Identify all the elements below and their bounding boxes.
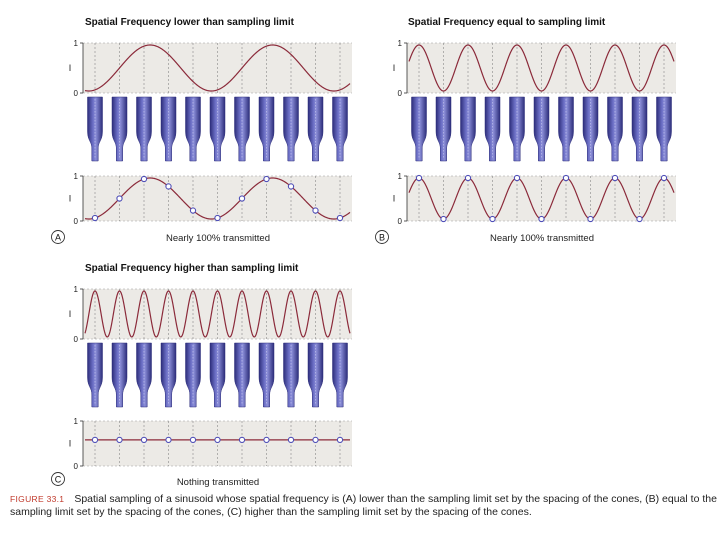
panel-c: Spatial Frequency higher than sampling l… [51,263,352,488]
panel-a: Spatial Frequency lower than sampling li… [51,17,352,244]
figure-diagram: Spatial Frequency lower than sampling li… [51,17,676,488]
sample-point [513,174,521,182]
panel-c-stimulus: 1 0 I [69,285,352,344]
y-tick-label-bottom: 0 [398,89,403,98]
y-tick-label-bottom: 0 [74,335,79,344]
sample-point [587,215,594,223]
panel-c-letter-badge: C [51,472,65,486]
y-axis-label: I [69,309,72,319]
sample-point [336,436,344,444]
sample-point [415,174,423,182]
y-tick-label-top: 1 [74,285,79,294]
figure-caption-text: Spatial sampling of a sinusoid whose spa… [10,493,717,518]
panel-a-stimulus: 1 0 I [69,39,352,98]
sample-point [538,215,545,223]
sample-point [116,195,123,202]
sample-point [660,174,668,182]
sample-point [636,215,643,223]
y-tick-label-bottom: 0 [74,89,79,98]
sample-point [489,215,496,223]
figure-caption: FIGURE 33.1 Spatial sampling of a sinusoi… [10,493,718,519]
figure-label: FIGURE 33.1 [10,494,65,504]
sample-point [91,436,99,444]
band-background [83,176,352,221]
y-axis-label: I [393,63,396,73]
panel-c-title: Spatial Frequency higher than sampling l… [85,263,299,274]
panel-b-stimulus: 1 0 I [393,39,676,98]
sample-point [287,436,295,444]
panel-b-cones [411,96,672,162]
sample-point [562,174,570,182]
sample-point [116,436,123,444]
stimulus-sinusoid [84,44,351,92]
y-tick-label-top: 1 [74,39,79,48]
panel-c-sampled: 1 0 I [69,417,352,471]
y-tick-label-top: 1 [398,172,403,181]
panel-a-letter-badge: A [51,230,65,244]
panel-b-letter: B [379,233,385,243]
band-background [407,176,676,221]
panel-c-result: Nothing transmitted [177,477,259,488]
y-axis-label: I [393,194,396,204]
stimulus-sinusoid [84,290,351,338]
sample-point [263,175,270,183]
y-tick-label-top: 1 [398,39,403,48]
panel-b-letter-badge: B [375,230,389,244]
panel-c-letter: C [55,475,62,485]
panel-a-letter: A [55,233,61,243]
stimulus-sinusoid [408,44,675,92]
sample-point [464,174,472,182]
y-tick-label-bottom: 0 [74,462,79,471]
sample-point [165,183,172,190]
y-axis-label: I [69,63,72,73]
panel-b-sampled: 1 0 I [393,172,676,226]
sample-point [189,207,197,214]
sample-point [611,174,619,182]
sample-point [312,436,319,444]
panel-a-result: Nearly 100% transmitted [166,233,270,244]
sample-point [336,214,344,222]
y-tick-label-top: 1 [74,417,79,426]
panel-a-sampled: 1 0 I [69,172,352,226]
sample-point [312,207,319,214]
sample-point [214,214,221,222]
band-background [83,421,352,466]
sample-point [214,436,221,444]
sample-point [263,436,270,444]
sample-point [140,175,148,183]
panel-b: Spatial Frequency equal to sampling limi… [375,17,676,244]
panel-b-title: Spatial Frequency equal to sampling limi… [408,17,606,28]
y-tick-label-bottom: 0 [398,217,403,226]
y-axis-label: I [69,439,72,449]
sample-point [91,214,99,222]
y-tick-label-top: 1 [74,172,79,181]
sample-point [165,436,172,444]
panel-b-result: Nearly 100% transmitted [490,233,594,244]
sample-point [440,215,447,223]
sample-point [140,436,148,444]
y-tick-label-bottom: 0 [74,217,79,226]
sample-point [287,183,295,190]
panel-c-cones [87,342,348,408]
sample-point [238,195,246,202]
panel-a-title: Spatial Frequency lower than sampling li… [85,17,295,28]
y-axis-label: I [69,194,72,204]
panel-a-cones [87,96,348,162]
sample-point [238,436,246,444]
sample-point [189,436,197,444]
